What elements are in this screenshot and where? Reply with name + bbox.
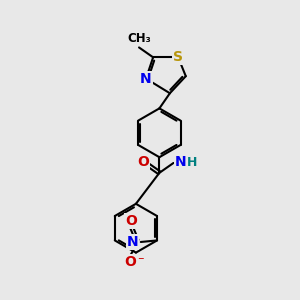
Text: N: N bbox=[140, 72, 152, 86]
Text: S: S bbox=[173, 50, 183, 64]
Text: O: O bbox=[125, 214, 137, 228]
Text: O: O bbox=[137, 155, 149, 169]
Text: CH₃: CH₃ bbox=[127, 32, 151, 45]
Text: O: O bbox=[124, 255, 136, 269]
Text: ⁻: ⁻ bbox=[137, 256, 143, 268]
Text: H: H bbox=[187, 156, 197, 169]
Text: N: N bbox=[127, 235, 138, 249]
Text: N: N bbox=[175, 155, 187, 169]
